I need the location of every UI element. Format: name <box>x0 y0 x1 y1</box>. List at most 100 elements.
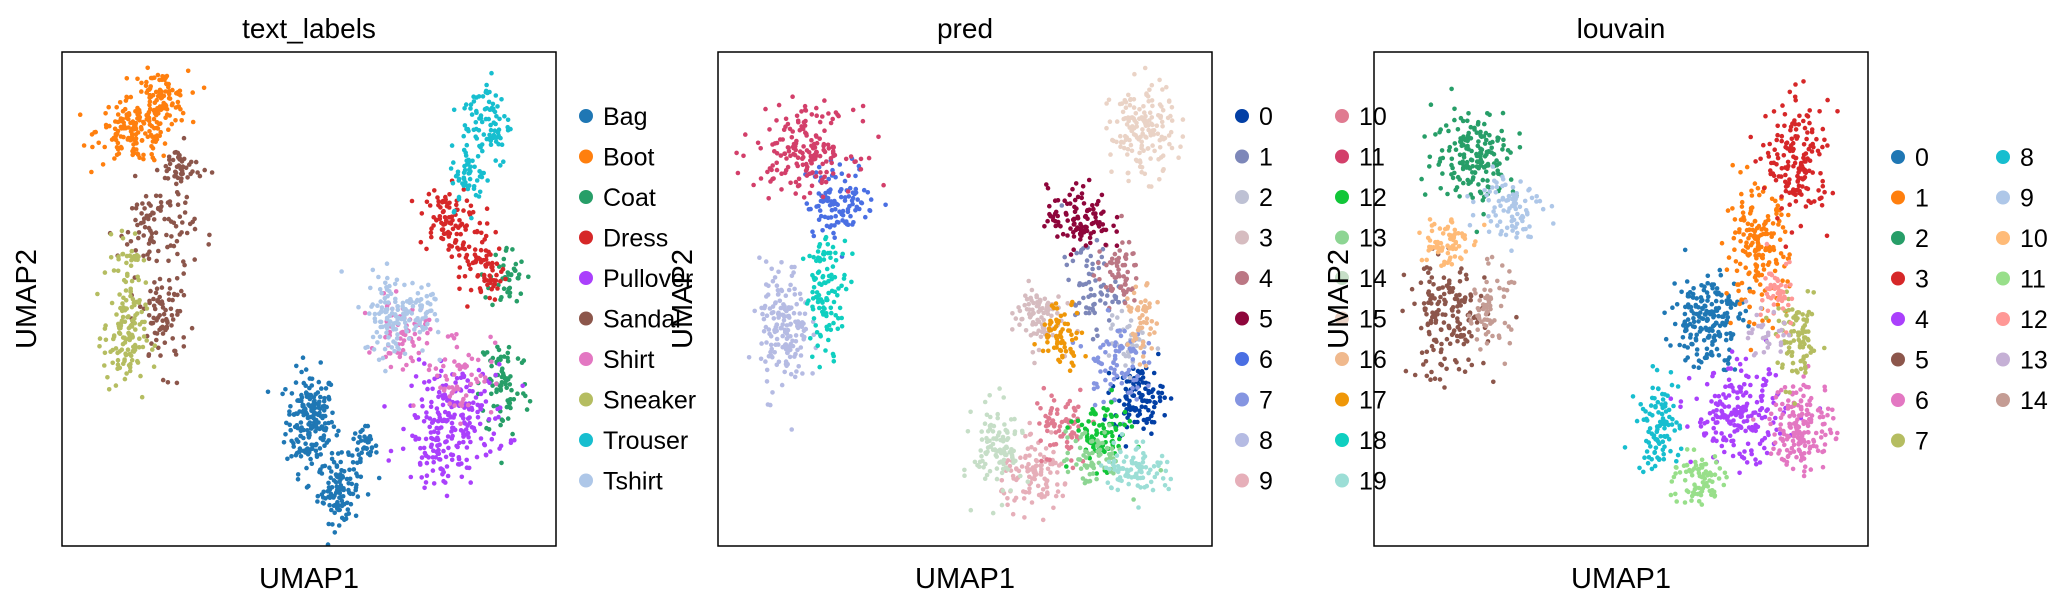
data-point <box>1781 254 1786 260</box>
data-point <box>475 357 481 363</box>
legend-label: 15 <box>1359 306 1387 334</box>
data-point <box>1816 188 1821 193</box>
data-point <box>466 465 472 471</box>
data-point <box>1771 247 1777 253</box>
data-point <box>840 213 846 218</box>
data-point <box>385 342 391 347</box>
data-point <box>464 158 470 163</box>
data-point <box>826 146 832 151</box>
data-point <box>305 446 310 451</box>
legend-label: 4 <box>1259 265 1273 293</box>
data-point <box>339 498 345 504</box>
data-point <box>1123 386 1129 392</box>
data-point <box>321 408 327 413</box>
data-point <box>1801 79 1806 84</box>
data-point <box>758 146 763 151</box>
data-point <box>823 348 828 353</box>
data-point <box>1149 115 1155 120</box>
data-point <box>499 380 505 385</box>
data-point <box>1139 404 1145 410</box>
data-point <box>1691 319 1697 325</box>
data-point <box>1737 361 1743 367</box>
data-point <box>515 275 521 281</box>
data-point <box>796 176 802 182</box>
data-point <box>1129 305 1134 311</box>
data-point <box>423 314 428 320</box>
data-point <box>795 118 801 124</box>
data-point <box>1128 318 1134 323</box>
data-point <box>1126 402 1131 408</box>
data-point <box>155 93 161 99</box>
data-point <box>115 147 121 152</box>
data-point <box>1018 473 1023 479</box>
data-point <box>1495 138 1500 143</box>
data-point <box>154 120 160 125</box>
data-point <box>342 517 347 523</box>
data-point <box>1738 387 1743 392</box>
data-point <box>151 217 157 222</box>
data-point <box>420 324 425 330</box>
data-point <box>1453 187 1458 193</box>
data-point <box>1778 251 1784 256</box>
series-1 <box>1719 162 1792 353</box>
data-point <box>821 147 826 153</box>
data-point <box>828 120 834 126</box>
data-point <box>419 397 425 402</box>
data-point <box>1716 313 1721 319</box>
data-point <box>424 293 430 299</box>
legend-marker <box>1235 230 1249 245</box>
data-point <box>1760 262 1766 268</box>
data-point <box>1084 225 1089 230</box>
data-point <box>422 380 427 385</box>
series-4 <box>1091 213 1139 311</box>
data-point <box>1122 374 1127 380</box>
data-point <box>1003 427 1008 433</box>
data-point <box>1009 452 1015 458</box>
data-point <box>115 112 121 117</box>
data-point <box>1785 159 1791 165</box>
data-point <box>166 216 171 222</box>
data-point <box>466 352 472 358</box>
data-point <box>1077 457 1083 462</box>
data-point <box>1490 139 1495 145</box>
data-point <box>774 118 779 123</box>
data-point <box>1742 217 1747 223</box>
data-point <box>1058 434 1063 439</box>
legend-item: 7 <box>1235 387 1273 415</box>
data-point <box>752 308 757 314</box>
data-point <box>395 332 400 337</box>
data-point <box>1773 415 1778 421</box>
data-point <box>102 350 108 356</box>
data-point <box>1735 395 1740 401</box>
data-point <box>1126 473 1131 479</box>
data-point <box>1022 302 1027 308</box>
data-point <box>1072 197 1078 203</box>
data-point <box>151 239 156 245</box>
data-point <box>1127 102 1133 108</box>
data-point <box>150 146 156 151</box>
data-point <box>786 145 791 150</box>
data-point <box>1079 330 1085 336</box>
data-point <box>1133 276 1139 281</box>
data-point <box>1763 247 1768 253</box>
data-point <box>288 427 294 433</box>
data-point <box>464 162 470 167</box>
data-point <box>1712 333 1718 338</box>
data-point <box>828 255 833 260</box>
data-point <box>313 448 319 454</box>
data-point <box>1107 422 1112 428</box>
data-point <box>786 149 792 154</box>
data-point <box>1090 308 1096 313</box>
data-point <box>117 331 122 336</box>
data-point <box>344 476 350 482</box>
data-point <box>1739 204 1745 209</box>
data-point <box>1763 227 1769 233</box>
data-point <box>1500 147 1505 152</box>
data-point <box>1104 293 1110 298</box>
data-point <box>1045 311 1051 317</box>
data-point <box>161 100 166 106</box>
data-point <box>331 503 337 509</box>
data-point <box>154 337 159 343</box>
data-point <box>1038 472 1044 477</box>
data-point <box>157 133 162 139</box>
